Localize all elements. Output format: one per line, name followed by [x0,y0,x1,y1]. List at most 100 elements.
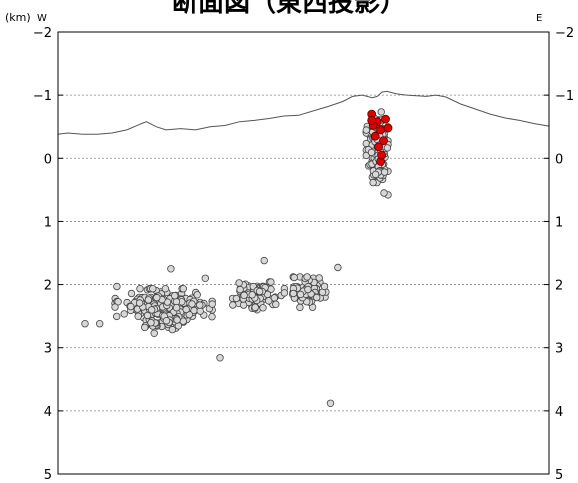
event-point [143,311,152,320]
chart-title: 断面図（東西投影） [172,0,406,18]
y-tick-label-right: −2 [555,26,574,41]
event-point [172,304,181,312]
event-point [334,263,342,272]
y-tick-label-left: 2 [44,279,52,294]
event-point [260,256,268,265]
y-tick-label-left: 3 [44,342,52,357]
event-point [134,312,142,320]
event-point [182,305,190,314]
event-point [315,274,323,282]
event-point [272,300,280,308]
event-point [188,300,196,308]
event-point [248,291,256,299]
event-point [147,319,155,327]
event-point [239,301,248,309]
event-point [150,329,158,337]
event-point [259,304,267,312]
event-point [369,178,377,187]
event-point [236,285,244,294]
event-point [235,279,243,287]
plot-frame [57,31,550,475]
y-tick-label-left: 5 [44,468,52,483]
y-tick-label-left: 0 [44,152,52,167]
event-point [149,285,157,293]
event-point [232,294,241,303]
event-point [380,189,388,197]
y-tick-label-right: 5 [555,468,563,483]
event-point [251,303,259,311]
recent-event-point [383,123,393,133]
event-point [290,273,298,282]
recent-event-point [379,136,388,146]
event-point [289,289,298,298]
event-point [196,301,204,309]
recent-events-layer [367,109,393,166]
east-label: E [536,13,542,24]
event-point [371,170,380,179]
recent-event-point [381,114,390,124]
recent-event-point [377,150,387,160]
event-point [141,323,149,332]
y-unit-label: (km) [5,11,31,24]
event-point [167,265,175,273]
event-point [81,320,89,328]
event-point [162,317,171,325]
event-point [95,320,104,328]
event-point [135,299,144,307]
event-point [367,148,376,157]
event-point [229,301,237,309]
y-tick-label-right: 1 [555,215,563,230]
event-point [196,307,204,315]
event-point [144,296,153,304]
event-point [280,289,289,297]
recent-event-point [367,116,377,125]
event-point [208,313,216,321]
event-point [120,310,128,318]
event-point [127,302,135,311]
y-tick-label-right: −1 [555,89,574,104]
event-point [304,285,312,294]
event-point [267,278,275,286]
event-point [296,290,305,299]
event-point [313,293,321,302]
y-tick-label-right: 0 [555,152,563,167]
event-point [193,291,201,299]
event-point [161,285,170,293]
event-point [127,289,136,298]
event-point [111,303,119,311]
y-tick-label-right: 3 [555,342,563,357]
event-point [216,354,224,362]
recent-event-point [370,131,380,141]
terrain-profile-line [57,90,550,135]
y-tick-label-left: 4 [44,405,52,420]
event-point [112,312,121,321]
y-tick-label-right: 2 [555,279,563,294]
event-point [296,303,304,312]
event-point [153,293,161,302]
event-point [179,285,187,293]
y-tick-label-left: 1 [44,215,52,230]
event-point [303,273,311,281]
event-point [136,285,144,293]
event-point [113,282,121,291]
axis-ticks: −2 −2 −1 −1 0 0 1 1 2 2 3 3 4 4 5 5 [33,26,574,483]
event-point [383,144,392,152]
event-point [380,168,389,176]
event-point [377,108,385,116]
event-point [201,274,209,282]
grid-lines [58,31,549,475]
event-point [265,297,273,305]
y-tick-label-right: 4 [555,405,563,420]
event-point [362,126,370,134]
events-layer [81,108,392,407]
y-tick-label-left: −2 [33,26,52,41]
event-point [255,287,264,296]
y-tick-label-left: −1 [33,89,52,104]
event-point [320,282,329,291]
event-point [170,292,179,300]
event-point [173,316,181,324]
recent-event-point [374,142,384,152]
event-point [147,306,156,314]
event-point [240,291,248,299]
